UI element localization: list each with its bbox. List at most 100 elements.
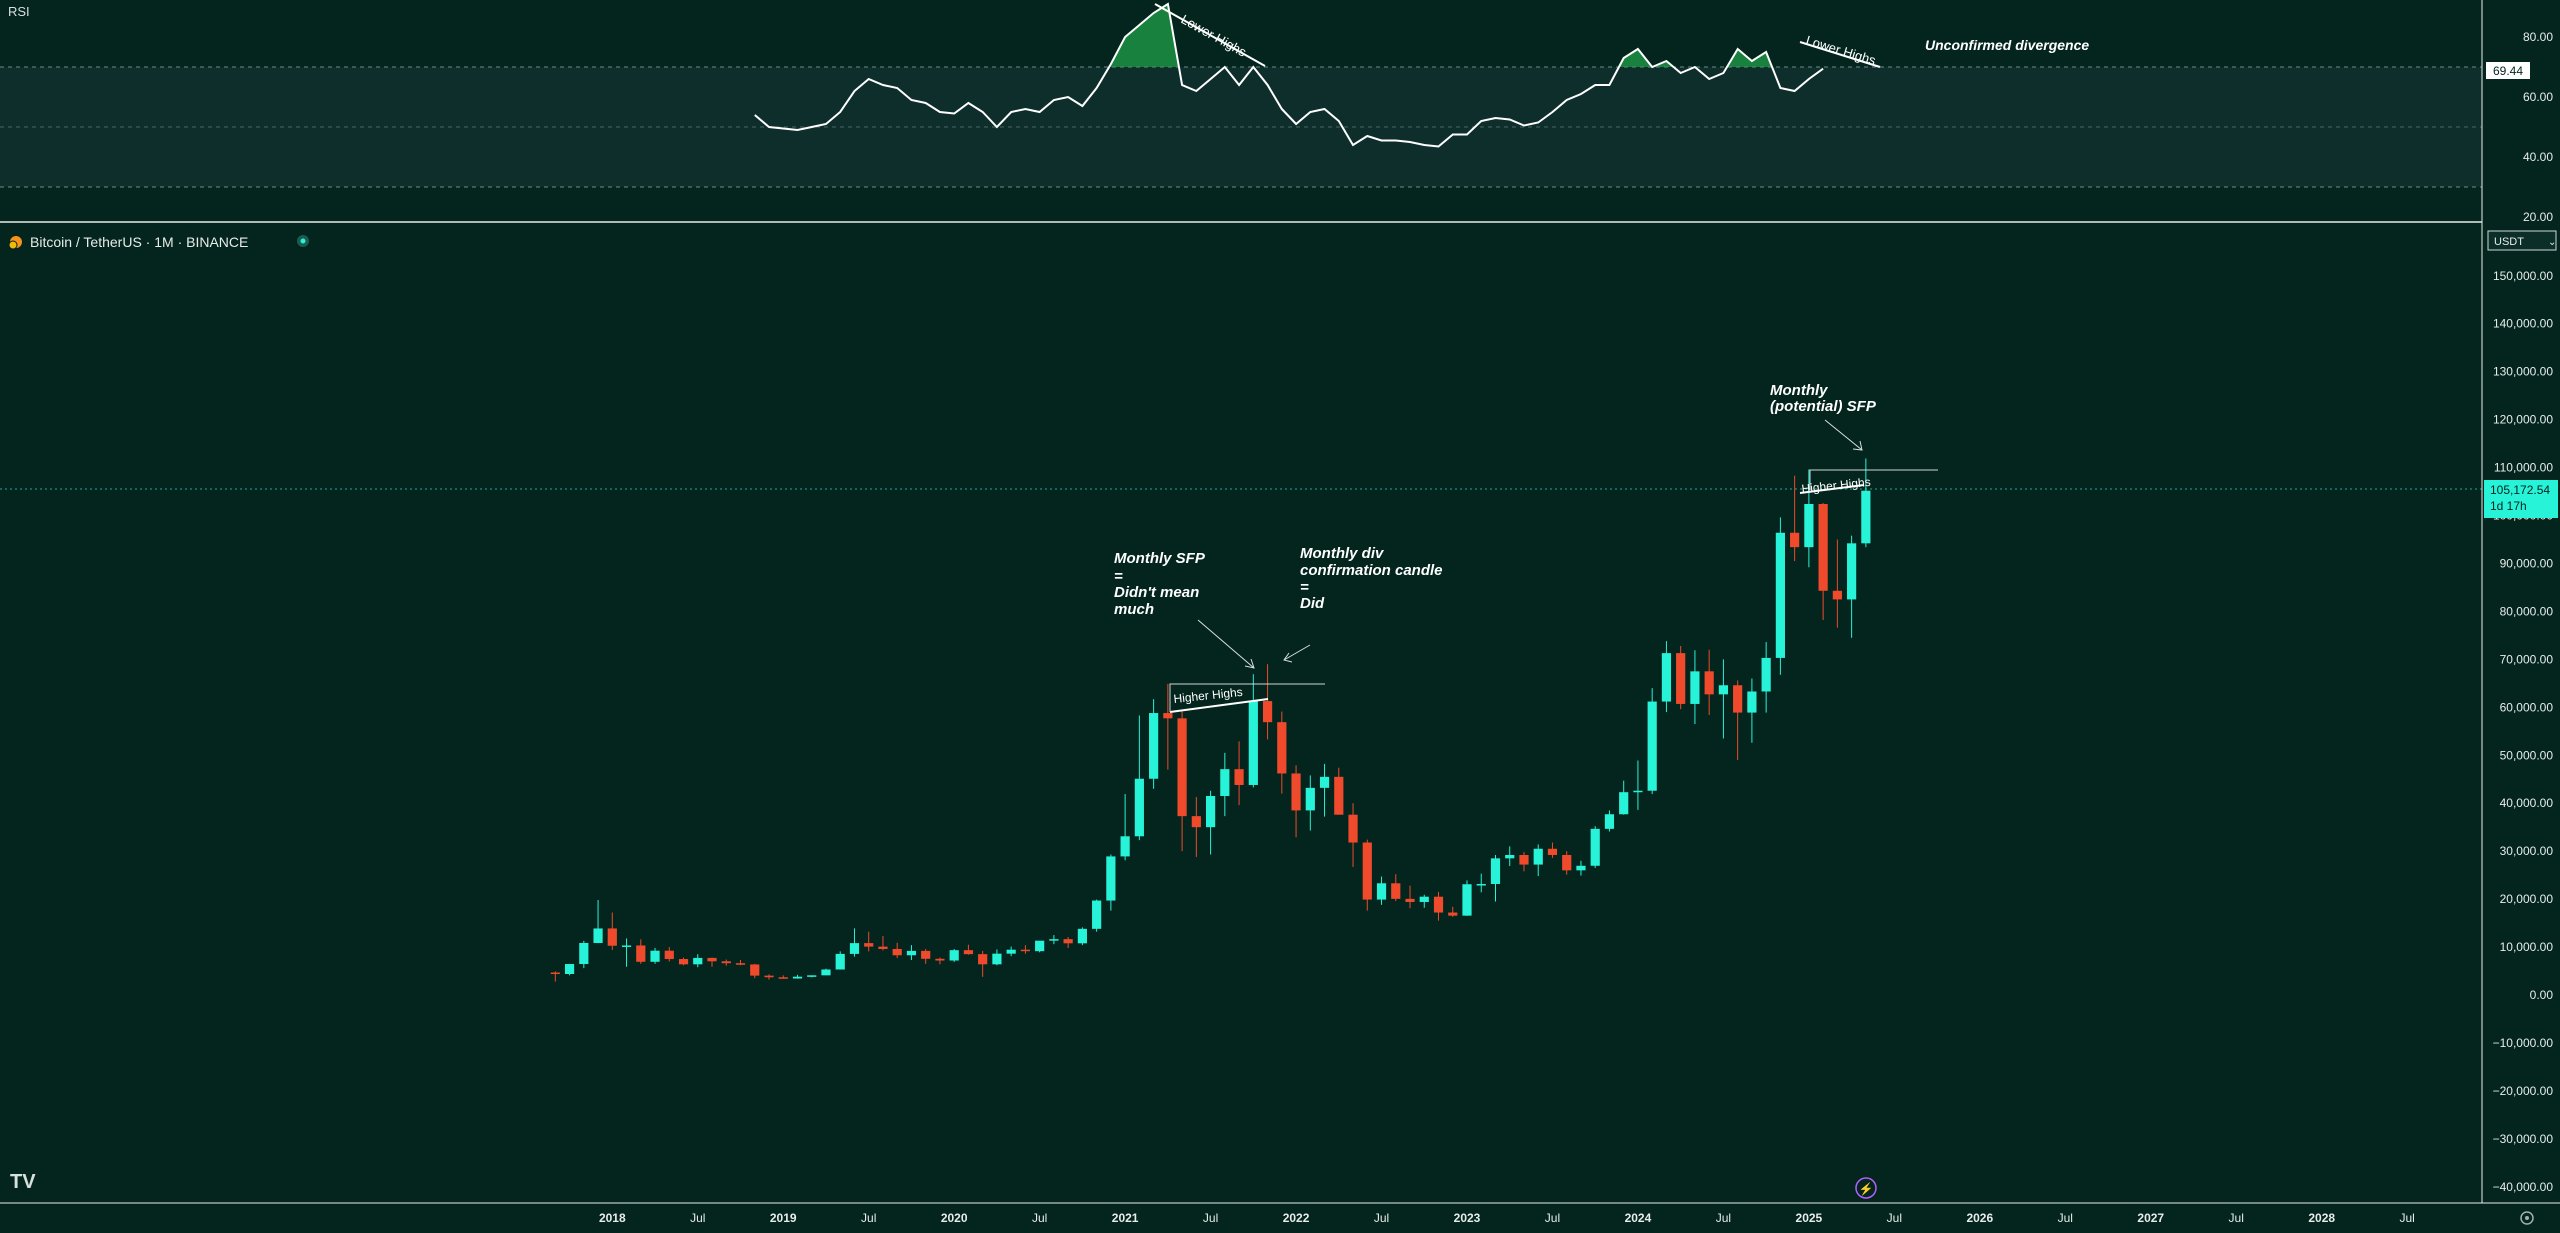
rsi-tick-label: 80.00 [2523, 30, 2553, 44]
price-tick-label: 90,000.00 [2500, 556, 2554, 570]
candle-body [579, 942, 589, 965]
candle-body [1376, 883, 1387, 900]
candle-body [1362, 842, 1372, 900]
price-tick-label: −30,000.00 [2493, 1132, 2554, 1146]
candle-body [735, 963, 746, 965]
candle-body [693, 957, 703, 965]
candle-body [1063, 939, 1073, 944]
price-tick-label: −10,000.00 [2493, 1036, 2554, 1050]
price-tick-label: 50,000.00 [2500, 748, 2554, 762]
candle-body [778, 977, 788, 979]
candle-body [1049, 939, 1059, 941]
time-tick-label: Jul [1374, 1211, 1389, 1225]
candle-body [1462, 884, 1472, 916]
price-tick-label: −20,000.00 [2493, 1084, 2554, 1098]
currency-select[interactable] [2487, 230, 2557, 251]
price-tick-label: 120,000.00 [2493, 413, 2553, 427]
price-tick-label: 30,000.00 [2500, 844, 2554, 858]
price-tick-label: 130,000.00 [2493, 365, 2553, 379]
time-tick-label: 2018 [599, 1211, 626, 1225]
candle-body [878, 946, 888, 949]
price-axis-ticks: 150,000.00 140,000.00 130,000.00 120,000.00… [2493, 269, 2554, 1194]
candle-body [1120, 836, 1130, 857]
candle-body [1576, 865, 1586, 871]
price-tick-label: 10,000.00 [2500, 940, 2554, 954]
candle-body [1804, 503, 1814, 548]
time-axis[interactable]: 2018 Jul 2019 Jul 2020 Jul 2021 Jul 2022 Jul 2023 J… [0, 1202, 2560, 1225]
higher-highs-line-1 [1169, 698, 1269, 713]
candle-body [1747, 691, 1757, 713]
time-tick-label: 2024 [1625, 1211, 1652, 1225]
rsi-overbought-fill [1109, 4, 1773, 67]
candle-body [792, 976, 803, 979]
candle-body [1177, 718, 1187, 817]
symbol-header: Bitcoin / TetherUS · 1M · BINANCE [8, 234, 309, 250]
candle-body [1448, 912, 1458, 916]
tether-icon [8, 240, 18, 250]
lightning-icon[interactable]: ⚡ [1855, 1177, 1877, 1199]
price-tick-label: 110,000.00 [2494, 461, 2553, 475]
candle-body [892, 948, 902, 956]
time-tick-label: Jul [2399, 1211, 2414, 1225]
candle-body [1391, 883, 1401, 899]
candle-body [906, 950, 917, 956]
candle-body [750, 964, 760, 976]
symbol-title: Bitcoin / TetherUS · 1M · BINANCE [30, 234, 248, 250]
candle-body [1661, 653, 1672, 702]
candle-body [1348, 814, 1358, 843]
candle-body [849, 943, 860, 954]
time-tick-label: 2023 [1454, 1211, 1481, 1225]
candle-body [1847, 543, 1857, 600]
tradingview-logo: TV [10, 1171, 36, 1193]
candle-body [978, 954, 988, 965]
svg-text:TV: TV [10, 1171, 36, 1193]
rsi-current-label [2486, 62, 2530, 79]
price-tick-label: 140,000.00 [2493, 317, 2553, 331]
candle-body [1191, 816, 1201, 828]
time-tick-label: Jul [1545, 1211, 1560, 1225]
price-tick-label: 0.00 [2530, 988, 2554, 1002]
candle-body [1319, 776, 1330, 788]
sfp-arrow-1 [1197, 619, 1255, 669]
candle-body [1562, 854, 1572, 871]
candle-body [864, 943, 874, 947]
time-tick-label: 2028 [2308, 1211, 2335, 1225]
rsi-current-value: 69.44 [2493, 64, 2523, 78]
sfp-arrow-2 [1824, 419, 1863, 451]
candle-body [1519, 854, 1529, 865]
time-tick-label: Jul [1203, 1211, 1218, 1225]
price-tick-label: 20,000.00 [2500, 892, 2554, 906]
candle-body [1149, 713, 1159, 779]
candle-body [707, 957, 717, 962]
rsi-line [754, 2, 1824, 148]
price-tick-label: −40,000.00 [2493, 1180, 2554, 1194]
candle-body [1718, 685, 1729, 695]
candle-body [764, 975, 774, 978]
candle-body [664, 950, 674, 960]
candle-body [1163, 713, 1173, 719]
candle-body [807, 975, 817, 977]
chevron-down-icon: ⌄ [2548, 237, 2556, 248]
candle-body [550, 972, 560, 975]
candle-body [1262, 701, 1273, 723]
candle-body [1676, 653, 1686, 704]
candle-body [1134, 778, 1144, 837]
higher-highs-line-2 [1799, 484, 1865, 494]
price-axis[interactable]: 80.00 60.00 40.00 20.00 69.44 USDT ⌄ 150,00… [2481, 0, 2560, 1203]
rsi-title: RSI [8, 4, 30, 19]
rsi-pane[interactable]: RSI Lower Highs Lower Highs Unconfirmed … [0, 2, 2482, 188]
candle-body [992, 953, 1002, 965]
settings-gear-icon[interactable] [2520, 1211, 2534, 1225]
time-tick-label: Jul [861, 1211, 876, 1225]
rsi-tick-label: 60.00 [2523, 90, 2553, 104]
candle-body [1277, 722, 1287, 774]
candle-body [1205, 796, 1216, 828]
candle-body [1106, 856, 1116, 901]
candle-body [1092, 900, 1102, 929]
svg-text:⚡: ⚡ [1859, 1182, 1874, 1196]
candle-body [1405, 898, 1415, 902]
candle-body [1647, 701, 1657, 791]
time-tick-label: 2019 [770, 1211, 797, 1225]
candle-body [921, 950, 931, 959]
